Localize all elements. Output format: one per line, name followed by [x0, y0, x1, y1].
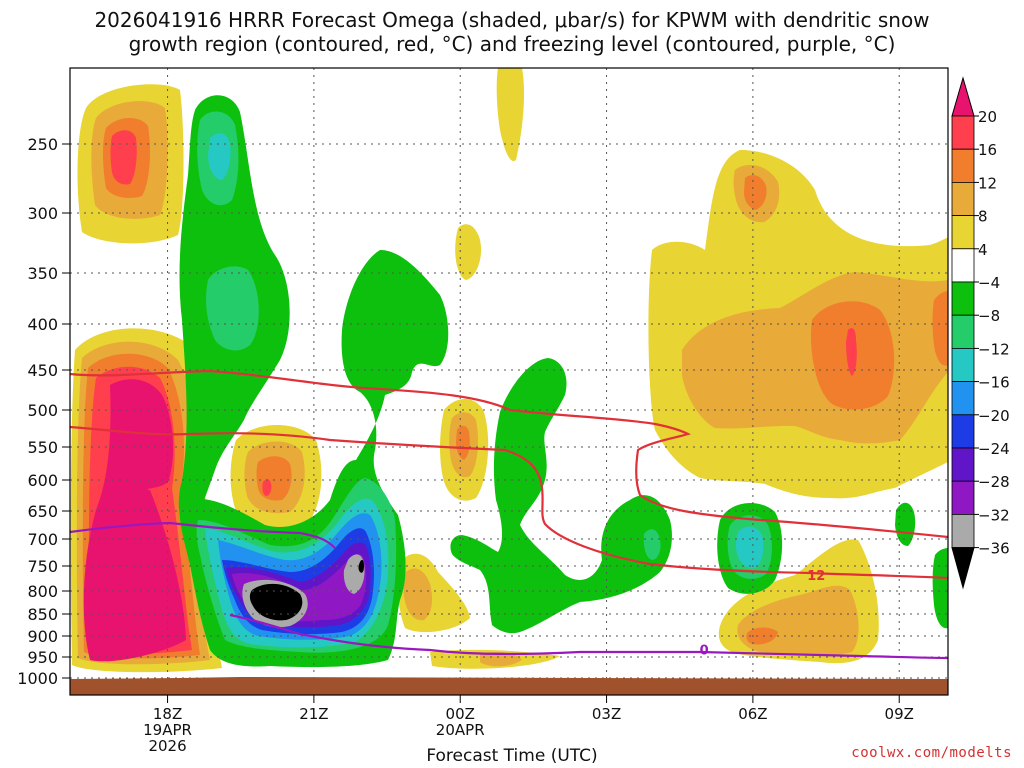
chart-title-line1: 2026041916 HRRR Forecast Omega (shaded, …	[94, 8, 930, 32]
chart-title-line2: growth region (contoured, red, °C) and f…	[128, 32, 896, 56]
contour-label: 0	[700, 643, 709, 658]
omega-negative-region	[643, 529, 661, 560]
contour-labels: 0 12	[700, 569, 826, 658]
y-axis: 250 300 350 400 450 500 550 600 650 700 750 800 850 9…	[17, 135, 70, 688]
colorbar-label: −24	[978, 440, 1010, 458]
y-tick-label: 750	[27, 557, 58, 576]
omega-positive-region	[256, 456, 292, 501]
colorbar-segment	[951, 314, 975, 349]
colorbar-segment	[951, 148, 975, 183]
x-tick-date-label: 19APR	[143, 721, 192, 739]
omega-positive-region	[110, 130, 137, 185]
x-axis-title: Forecast Time (UTC)	[426, 746, 598, 766]
omega-positive-region	[262, 479, 272, 496]
freezing-level-contours	[70, 521, 948, 660]
colorbar-label: −36	[978, 540, 1010, 558]
colorbar-label: 16	[978, 141, 997, 159]
colorbar-label: 12	[978, 174, 997, 192]
omega-positive-region	[456, 425, 470, 460]
omega-negative-region	[450, 358, 672, 634]
x-tick-label: 18Z	[153, 705, 182, 723]
y-tick-label: 850	[27, 605, 58, 624]
colorbar-segment	[951, 480, 975, 515]
colorbar-segment	[951, 181, 975, 216]
colorbar-label: −20	[978, 407, 1010, 425]
colorbar-label: −28	[978, 473, 1010, 491]
colorbar-label: −16	[978, 374, 1010, 392]
y-tick-label: 450	[27, 361, 58, 380]
colorbar-label: −12	[978, 340, 1010, 358]
omega-negative-region	[206, 266, 259, 351]
colorbar-segment	[951, 447, 975, 482]
y-tick-label: 950	[27, 648, 58, 667]
colorbar-segment	[951, 215, 975, 250]
dendritic-contour-lower	[70, 425, 948, 580]
omega-positive-region	[744, 174, 767, 210]
omega-negative-region	[895, 502, 916, 546]
colorbar-segment	[951, 347, 975, 382]
omega-shading	[70, 68, 948, 673]
colorbar-label: −32	[978, 506, 1010, 524]
omega-positive-region	[496, 68, 524, 161]
colorbar-segment	[951, 414, 975, 449]
x-tick-label: 06Z	[738, 705, 767, 723]
colorbar-label: 8	[978, 208, 988, 226]
colorbar-segment	[951, 115, 975, 150]
y-tick-label: 650	[27, 502, 58, 521]
y-tick-label: 700	[27, 530, 58, 549]
omega-positive-region	[403, 568, 432, 621]
x-tick-year-label: 2026	[148, 737, 186, 755]
x-tick-date-label: 20APR	[436, 721, 485, 739]
omega-negative-region	[249, 583, 303, 621]
dendritic-contours	[70, 369, 948, 580]
colorbar: 20 16 12 8 4 −4 −8 −12 −16 −20 −24 −28 −32 −36	[951, 76, 1010, 590]
dendritic-contour-upper	[70, 369, 948, 539]
y-tick-label: 1000	[17, 669, 58, 688]
x-tick-label: 00Z	[446, 705, 475, 723]
contour-label: 12	[807, 569, 825, 584]
omega-negative-region	[932, 548, 948, 629]
credit-text: coolwx.com/modelts	[851, 745, 1012, 761]
omega-positive-region	[480, 652, 522, 667]
colorbar-label: 20	[978, 108, 997, 126]
y-tick-label: 250	[27, 135, 58, 154]
y-tick-label: 300	[27, 204, 58, 223]
y-tick-label: 400	[27, 315, 58, 334]
colorbar-segment	[951, 381, 975, 416]
y-tick-label: 900	[27, 627, 58, 646]
y-tick-label: 500	[27, 401, 58, 420]
omega-negative-region	[358, 559, 364, 573]
y-tick-label: 800	[27, 582, 58, 601]
omega-negative-region	[208, 133, 231, 180]
x-tick-label: 09Z	[885, 705, 914, 723]
omega-positive-region	[932, 291, 948, 366]
colorbar-top-arrow	[951, 76, 975, 117]
x-tick-label: 03Z	[592, 705, 621, 723]
y-tick-label: 550	[27, 438, 58, 457]
colorbar-segment	[951, 248, 975, 283]
omega-positive-region	[846, 328, 857, 376]
terrain-ground	[70, 677, 948, 695]
y-tick-label: 600	[27, 471, 58, 490]
colorbar-label: −8	[978, 307, 1000, 325]
x-tick-label: 21Z	[299, 705, 328, 723]
y-tick-label: 350	[27, 264, 58, 283]
colorbar-label: 4	[978, 241, 988, 259]
colorbar-segment	[951, 281, 975, 316]
omega-positive-region	[455, 224, 482, 280]
omega-positive-region	[83, 379, 186, 662]
plot-frame	[69, 67, 949, 696]
omega-positive-region	[746, 627, 778, 645]
colorbar-bottom-arrow	[951, 547, 975, 590]
colorbar-label: −4	[978, 274, 1000, 292]
omega-negative-region	[735, 526, 764, 569]
freezing-level-line	[229, 613, 948, 660]
freezing-level-line	[70, 521, 336, 549]
colorbar-segment	[951, 514, 975, 549]
